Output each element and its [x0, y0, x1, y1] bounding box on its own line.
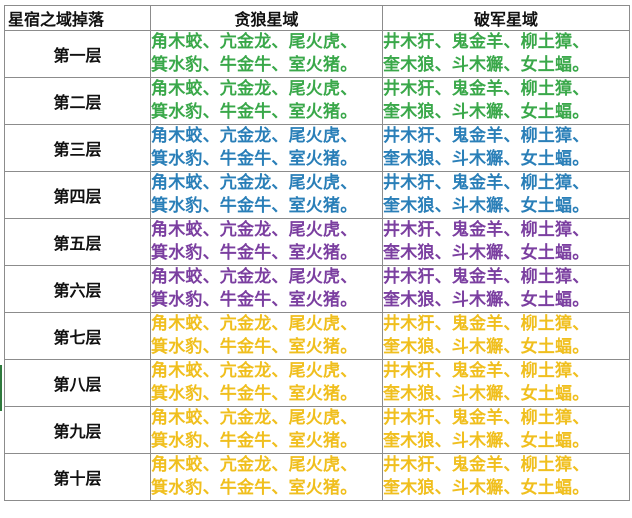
constellation-line: 箕水豹、牛金牛、室火猪。	[151, 431, 358, 451]
level-cell[interactable]: 第四层	[4, 171, 151, 219]
level-cell[interactable]: 第三层	[4, 124, 151, 172]
pojun-cell[interactable]: 井木犴、鬼金羊、柳土獐、 奎木狼、斗木獬、女土蝠。	[382, 30, 630, 78]
constellation-line: 箕水豹、牛金牛、室火猪。	[151, 337, 358, 357]
constellation-line: 奎木狼、斗木獬、女土蝠。	[383, 290, 590, 310]
level-cell[interactable]: 第六层	[4, 265, 151, 313]
constellation-line: 角木蛟、亢金龙、尾火虎、	[151, 408, 358, 428]
tanlang-cell[interactable]: 角木蛟、亢金龙、尾火虎、 箕水豹、牛金牛、室火猪。	[150, 359, 383, 407]
constellation-line: 箕水豹、牛金牛、室火猪。	[151, 196, 358, 216]
header-cell-pojun[interactable]: 破军星域	[382, 5, 630, 31]
constellation-line: 奎木狼、斗木獬、女土蝠。	[383, 149, 590, 169]
constellation-line: 箕水豹、牛金牛、室火猪。	[151, 243, 358, 263]
table-row: 第五层 角木蛟、亢金龙、尾火虎、 箕水豹、牛金牛、室火猪。 井木犴、鬼金羊、柳土獐、奎…	[4, 218, 630, 266]
constellation-line: 角木蛟、亢金龙、尾火虎、	[151, 173, 358, 193]
constellation-line: 角木蛟、亢金龙、尾火虎、	[151, 455, 358, 475]
pojun-cell[interactable]: 井木犴、鬼金羊、柳土獐、 奎木狼、斗木獬、女土蝠。	[382, 124, 630, 172]
constellation-line: 角木蛟、亢金龙、尾火虎、	[151, 79, 358, 99]
level-cell[interactable]: 第九层	[4, 406, 151, 454]
pojun-cell[interactable]: 井木犴、鬼金羊、柳土獐、 奎木狼、斗木獬、女土蝠。	[382, 406, 630, 454]
header-row: 星宿之域掉落 贪狼星域 破军星域	[4, 5, 630, 31]
level-cell[interactable]: 第一层	[4, 30, 151, 78]
table-row: 第七层 角木蛟、亢金龙、尾火虎、 箕水豹、牛金牛、室火猪。 井木犴、鬼金羊、柳土獐、奎…	[4, 312, 630, 360]
level-cell[interactable]: 第五层	[4, 218, 151, 266]
constellation-line: 井木犴、鬼金羊、柳土獐、	[383, 314, 590, 334]
constellation-line: 奎木狼、斗木獬、女土蝠。	[383, 337, 590, 357]
constellation-line: 井木犴、鬼金羊、柳土獐、	[383, 267, 590, 287]
constellation-line: 井木犴、鬼金羊、柳土獐、	[383, 361, 590, 381]
constellation-line: 井木犴、鬼金羊、柳土獐、	[383, 408, 590, 428]
tanlang-cell[interactable]: 角木蛟、亢金龙、尾火虎、 箕水豹、牛金牛、室火猪。	[150, 30, 383, 78]
drop-table: 星宿之域掉落 贪狼星域 破军星域 第一层 角木蛟、亢金龙、尾火虎、 箕水豹、牛金牛、…	[4, 5, 630, 501]
tanlang-cell[interactable]: 角木蛟、亢金龙、尾火虎、 箕水豹、牛金牛、室火猪。	[150, 406, 383, 454]
constellation-line: 井木犴、鬼金羊、柳土獐、	[383, 126, 590, 146]
pojun-cell[interactable]: 井木犴、鬼金羊、柳土獐、 奎木狼、斗木獬、女土蝠。	[382, 312, 630, 360]
active-row-marker	[0, 365, 2, 411]
constellation-line: 角木蛟、亢金龙、尾火虎、	[151, 32, 358, 52]
header-cell-drops[interactable]: 星宿之域掉落	[4, 5, 151, 31]
constellation-line: 奎木狼、斗木獬、女土蝠。	[383, 431, 590, 451]
tanlang-cell[interactable]: 角木蛟、亢金龙、尾火虎、 箕水豹、牛金牛、室火猪。	[150, 312, 383, 360]
constellation-line: 角木蛟、亢金龙、尾火虎、	[151, 267, 358, 287]
pojun-cell[interactable]: 井木犴、鬼金羊、柳土獐、 奎木狼、斗木獬、女土蝠。	[382, 359, 630, 407]
constellation-line: 奎木狼、斗木獬、女土蝠。	[383, 384, 590, 404]
constellation-line: 箕水豹、牛金牛、室火猪。	[151, 384, 358, 404]
tanlang-cell[interactable]: 角木蛟、亢金龙、尾火虎、 箕水豹、牛金牛、室火猪。	[150, 453, 383, 501]
tanlang-cell[interactable]: 角木蛟、亢金龙、尾火虎、 箕水豹、牛金牛、室火猪。	[150, 77, 383, 125]
constellation-line: 井木犴、鬼金羊、柳土獐、	[383, 455, 590, 475]
constellation-line: 井木犴、鬼金羊、柳土獐、	[383, 79, 590, 99]
constellation-line: 奎木狼、斗木獬、女土蝠。	[383, 102, 590, 122]
tanlang-cell[interactable]: 角木蛟、亢金龙、尾火虎、 箕水豹、牛金牛、室火猪。	[150, 171, 383, 219]
header-cell-tanlang[interactable]: 贪狼星域	[150, 5, 383, 31]
table-row: 第一层 角木蛟、亢金龙、尾火虎、 箕水豹、牛金牛、室火猪。 井木犴、鬼金羊、柳土獐、奎…	[4, 30, 630, 78]
constellation-line: 井木犴、鬼金羊、柳土獐、	[383, 220, 590, 240]
constellation-line: 井木犴、鬼金羊、柳土獐、	[383, 32, 590, 52]
tanlang-cell[interactable]: 角木蛟、亢金龙、尾火虎、 箕水豹、牛金牛、室火猪。	[150, 124, 383, 172]
constellation-line: 奎木狼、斗木獬、女土蝠。	[383, 478, 590, 498]
table-row: 第三层 角木蛟、亢金龙、尾火虎、 箕水豹、牛金牛、室火猪。 井木犴、鬼金羊、柳土獐、奎…	[4, 124, 630, 172]
pojun-cell[interactable]: 井木犴、鬼金羊、柳土獐、 奎木狼、斗木獬、女土蝠。	[382, 171, 630, 219]
table-row: 第六层 角木蛟、亢金龙、尾火虎、 箕水豹、牛金牛、室火猪。 井木犴、鬼金羊、柳土獐、奎…	[4, 265, 630, 313]
level-cell[interactable]: 第十层	[4, 453, 151, 501]
pojun-cell[interactable]: 井木犴、鬼金羊、柳土獐、 奎木狼、斗木獬、女土蝠。	[382, 265, 630, 313]
level-cell[interactable]: 第八层	[4, 359, 151, 407]
tanlang-cell[interactable]: 角木蛟、亢金龙、尾火虎、 箕水豹、牛金牛、室火猪。	[150, 218, 383, 266]
level-cell[interactable]: 第七层	[4, 312, 151, 360]
table-row: 第八层 角木蛟、亢金龙、尾火虎、 箕水豹、牛金牛、室火猪。 井木犴、鬼金羊、柳土獐、奎…	[4, 359, 630, 407]
constellation-line: 箕水豹、牛金牛、室火猪。	[151, 478, 358, 498]
table-row: 第九层 角木蛟、亢金龙、尾火虎、 箕水豹、牛金牛、室火猪。 井木犴、鬼金羊、柳土獐、奎…	[4, 406, 630, 454]
table-row: 第十层 角木蛟、亢金龙、尾火虎、 箕水豹、牛金牛、室火猪。 井木犴、鬼金羊、柳土獐、奎…	[4, 453, 630, 501]
constellation-line: 奎木狼、斗木獬、女土蝠。	[383, 243, 590, 263]
constellation-line: 箕水豹、牛金牛、室火猪。	[151, 55, 358, 75]
constellation-line: 奎木狼、斗木獬、女土蝠。	[383, 196, 590, 216]
constellation-line: 角木蛟、亢金龙、尾火虎、	[151, 361, 358, 381]
pojun-cell[interactable]: 井木犴、鬼金羊、柳土獐、 奎木狼、斗木獬、女土蝠。	[382, 453, 630, 501]
level-cell[interactable]: 第二层	[4, 77, 151, 125]
constellation-line: 奎木狼、斗木獬、女土蝠。	[383, 55, 590, 75]
pojun-cell[interactable]: 井木犴、鬼金羊、柳土獐、 奎木狼、斗木獬、女土蝠。	[382, 218, 630, 266]
tanlang-cell[interactable]: 角木蛟、亢金龙、尾火虎、 箕水豹、牛金牛、室火猪。	[150, 265, 383, 313]
constellation-line: 角木蛟、亢金龙、尾火虎、	[151, 314, 358, 334]
constellation-line: 箕水豹、牛金牛、室火猪。	[151, 149, 358, 169]
constellation-line: 角木蛟、亢金龙、尾火虎、	[151, 220, 358, 240]
constellation-line: 箕水豹、牛金牛、室火猪。	[151, 290, 358, 310]
pojun-cell[interactable]: 井木犴、鬼金羊、柳土獐、 奎木狼、斗木獬、女土蝠。	[382, 77, 630, 125]
table-row: 第四层 角木蛟、亢金龙、尾火虎、 箕水豹、牛金牛、室火猪。 井木犴、鬼金羊、柳土獐、奎…	[4, 171, 630, 219]
constellation-line: 角木蛟、亢金龙、尾火虎、	[151, 126, 358, 146]
table-row: 第二层 角木蛟、亢金龙、尾火虎、 箕水豹、牛金牛、室火猪。 井木犴、鬼金羊、柳土獐、奎…	[4, 77, 630, 125]
constellation-line: 箕水豹、牛金牛、室火猪。	[151, 102, 358, 122]
constellation-line: 井木犴、鬼金羊、柳土獐、	[383, 173, 590, 193]
